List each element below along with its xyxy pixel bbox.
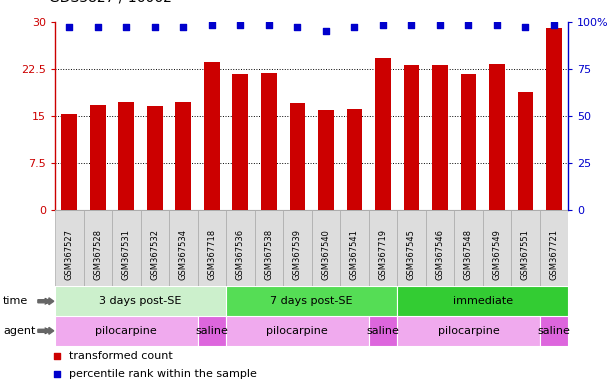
Point xyxy=(406,22,416,28)
Bar xyxy=(255,210,283,286)
Text: pilocarpine: pilocarpine xyxy=(266,326,328,336)
Bar xyxy=(90,105,106,210)
Text: saline: saline xyxy=(538,326,571,336)
Text: saline: saline xyxy=(196,326,229,336)
Point xyxy=(178,24,188,30)
Bar xyxy=(55,210,84,286)
Text: GSM367528: GSM367528 xyxy=(93,229,102,280)
Bar xyxy=(546,28,562,210)
Text: GSM367536: GSM367536 xyxy=(236,229,245,280)
Text: 3 days post-SE: 3 days post-SE xyxy=(100,296,181,306)
Bar xyxy=(204,62,219,210)
Point xyxy=(435,22,445,28)
Text: GSM367718: GSM367718 xyxy=(207,229,216,280)
Text: immediate: immediate xyxy=(453,296,513,306)
Point xyxy=(52,371,62,377)
Bar xyxy=(368,210,397,286)
Text: GDS3827 / 16062: GDS3827 / 16062 xyxy=(49,0,172,4)
Point xyxy=(293,24,302,30)
Bar xyxy=(283,210,312,286)
Bar xyxy=(232,74,248,210)
Point xyxy=(492,22,502,28)
Point xyxy=(64,24,74,30)
Bar xyxy=(518,93,533,210)
Bar xyxy=(432,65,448,210)
Bar xyxy=(55,286,226,316)
Point xyxy=(378,22,388,28)
Bar xyxy=(540,210,568,286)
Bar xyxy=(346,109,362,210)
Bar xyxy=(197,316,226,346)
Point xyxy=(93,24,103,30)
Bar xyxy=(318,110,334,210)
Text: GSM367549: GSM367549 xyxy=(492,230,502,280)
Text: pilocarpine: pilocarpine xyxy=(95,326,157,336)
Bar xyxy=(147,106,163,210)
Bar xyxy=(340,210,368,286)
Bar xyxy=(397,286,568,316)
Text: percentile rank within the sample: percentile rank within the sample xyxy=(70,369,257,379)
Bar xyxy=(169,210,197,286)
Bar xyxy=(426,210,454,286)
Text: GSM367538: GSM367538 xyxy=(265,229,273,280)
Bar xyxy=(112,210,141,286)
Text: GSM367548: GSM367548 xyxy=(464,229,473,280)
Bar xyxy=(454,210,483,286)
Text: GSM367546: GSM367546 xyxy=(436,229,444,280)
Bar xyxy=(290,103,306,210)
Point xyxy=(321,28,331,34)
Bar xyxy=(226,316,368,346)
Text: GSM367540: GSM367540 xyxy=(321,230,331,280)
Bar xyxy=(403,65,419,210)
Bar xyxy=(61,114,77,210)
Bar xyxy=(375,58,391,210)
Text: GSM367527: GSM367527 xyxy=(65,229,74,280)
Bar xyxy=(226,286,397,316)
Bar xyxy=(540,316,568,346)
Bar xyxy=(55,316,197,346)
Point xyxy=(52,353,62,359)
Text: transformed count: transformed count xyxy=(70,351,173,361)
Point xyxy=(122,24,131,30)
Point xyxy=(549,22,559,28)
Point xyxy=(521,24,530,30)
Bar xyxy=(489,63,505,210)
Text: GSM367532: GSM367532 xyxy=(150,229,159,280)
Bar xyxy=(141,210,169,286)
Bar xyxy=(483,210,511,286)
Bar xyxy=(119,103,134,210)
Text: GSM367541: GSM367541 xyxy=(350,230,359,280)
Bar xyxy=(511,210,540,286)
Text: GSM367545: GSM367545 xyxy=(407,230,416,280)
Point xyxy=(349,24,359,30)
Bar xyxy=(197,210,226,286)
Bar xyxy=(461,74,477,210)
Text: GSM367719: GSM367719 xyxy=(378,229,387,280)
Bar xyxy=(397,316,540,346)
Text: GSM367721: GSM367721 xyxy=(549,229,558,280)
Text: saline: saline xyxy=(367,326,400,336)
Text: time: time xyxy=(3,296,28,306)
Point xyxy=(235,22,245,28)
Text: GSM367539: GSM367539 xyxy=(293,229,302,280)
Bar xyxy=(312,210,340,286)
Bar xyxy=(261,73,277,210)
Point xyxy=(207,22,217,28)
Text: GSM367551: GSM367551 xyxy=(521,230,530,280)
Text: 7 days post-SE: 7 days post-SE xyxy=(270,296,353,306)
Point xyxy=(264,22,274,28)
Text: GSM367534: GSM367534 xyxy=(179,229,188,280)
Bar xyxy=(175,102,191,210)
Bar xyxy=(397,210,426,286)
Bar xyxy=(84,210,112,286)
Bar xyxy=(368,316,397,346)
Text: GSM367531: GSM367531 xyxy=(122,229,131,280)
Bar xyxy=(226,210,255,286)
Point xyxy=(464,22,474,28)
Text: pilocarpine: pilocarpine xyxy=(437,326,499,336)
Text: agent: agent xyxy=(3,326,35,336)
Point xyxy=(150,24,159,30)
